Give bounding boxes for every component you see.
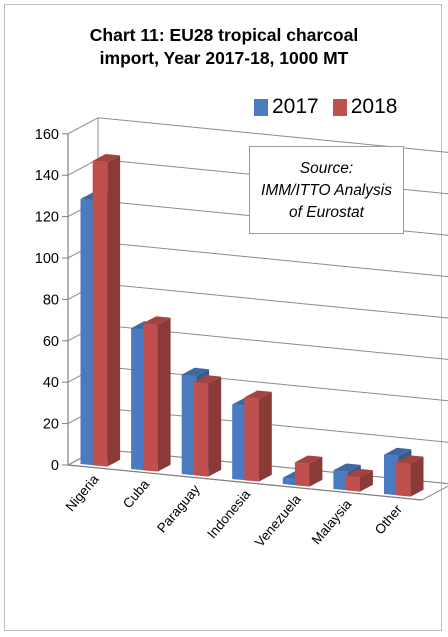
y-tick-label-0: 0 xyxy=(51,458,59,474)
y-tick-label-80: 80 xyxy=(43,292,59,308)
source-line-1: Source: xyxy=(299,160,354,177)
chart-frame xyxy=(4,4,442,631)
bar-top xyxy=(193,375,222,384)
x-tick-label-venezuela: Venezuela xyxy=(252,491,304,549)
bar-2018-malaysia xyxy=(345,468,373,492)
bar-side xyxy=(360,470,373,492)
bars xyxy=(80,154,424,497)
legend-swatch-2017 xyxy=(254,98,268,116)
y-tick-label-100: 100 xyxy=(35,251,59,267)
bar-top xyxy=(143,316,171,325)
bar-front xyxy=(232,404,247,481)
bar-front xyxy=(333,470,348,491)
y-tick-label-40: 40 xyxy=(43,375,59,391)
chart-title-line-2: import, Year 2017-18, 1000 MT xyxy=(99,48,349,68)
bar-2018-nigeria xyxy=(92,154,121,467)
y-tick-label-160: 160 xyxy=(35,127,59,143)
bar-top xyxy=(294,455,323,464)
y-tick-label-120: 120 xyxy=(35,210,59,226)
x-tick-label-cuba: Cuba xyxy=(120,476,153,511)
chart-title-line-1: Chart 11: EU28 tropical charcoal xyxy=(89,25,359,45)
bar-front xyxy=(294,462,310,487)
bar-top xyxy=(384,447,412,457)
x-tick-label-paraguay: Paraguay xyxy=(154,482,203,536)
bar-top xyxy=(181,367,210,376)
gridline-100 xyxy=(97,241,448,278)
bar-front xyxy=(131,328,146,471)
legend-swatch-2018 xyxy=(332,98,347,116)
x-tick-label-indonesia: Indonesia xyxy=(204,486,253,541)
bar-2018-paraguay xyxy=(193,375,222,477)
bar-top xyxy=(345,468,373,478)
gridline-side-160 xyxy=(67,117,99,135)
source-line-3: of Eurostat xyxy=(289,204,364,221)
bar-side xyxy=(208,376,222,477)
bar-2018-indonesia xyxy=(244,390,272,482)
x-tick-label-other: Other xyxy=(372,501,406,537)
legend-item-2017: 2017 xyxy=(254,95,319,119)
bar-side xyxy=(107,155,121,467)
bar-front xyxy=(143,323,158,472)
bar-top xyxy=(244,390,272,399)
gridline-80 xyxy=(97,282,448,319)
bar-side xyxy=(258,391,272,482)
bar-side xyxy=(410,456,424,497)
chart-legend: 2017 2018 xyxy=(254,95,411,119)
bar-front xyxy=(181,374,197,476)
legend-label-2017: 2017 xyxy=(272,95,319,118)
source-line-2: IMM/ITTO Analysis xyxy=(261,182,392,199)
bar-side xyxy=(309,456,323,487)
bar-top xyxy=(396,455,424,464)
bar-front xyxy=(193,382,209,477)
bar-top xyxy=(92,154,121,163)
bar-front xyxy=(384,454,399,496)
bar-front xyxy=(282,477,298,486)
bar-front xyxy=(396,462,411,497)
y-tick-label-140: 140 xyxy=(35,168,59,184)
bar-front xyxy=(345,475,360,492)
source-annotation: Source: IMM/ITTO Analysis of Eurostat xyxy=(249,146,404,234)
bar-2018-other xyxy=(396,455,424,497)
y-tick-label-60: 60 xyxy=(43,334,59,350)
bar-front xyxy=(92,160,108,467)
chart-title: Chart 11: EU28 tropical charcoal import,… xyxy=(0,24,448,70)
x-axis-line xyxy=(67,464,423,501)
bar-2018-cuba xyxy=(143,316,171,472)
x-tick-label-malaysia: Malaysia xyxy=(309,496,355,547)
x-tick-label-nigeria: Nigeria xyxy=(63,471,102,514)
y-tick-labels: 0 20 40 60 80 100 120 140 160 xyxy=(35,127,59,474)
bar-front xyxy=(244,397,259,482)
bar-side xyxy=(157,317,171,472)
legend-label-2018: 2018 xyxy=(350,95,398,118)
y-tick-label-20: 20 xyxy=(43,417,59,433)
bar-front xyxy=(80,199,95,466)
bar-top xyxy=(333,463,361,472)
legend-item-2018: 2018 xyxy=(332,95,398,119)
bar-2018-venezuela xyxy=(294,455,323,487)
